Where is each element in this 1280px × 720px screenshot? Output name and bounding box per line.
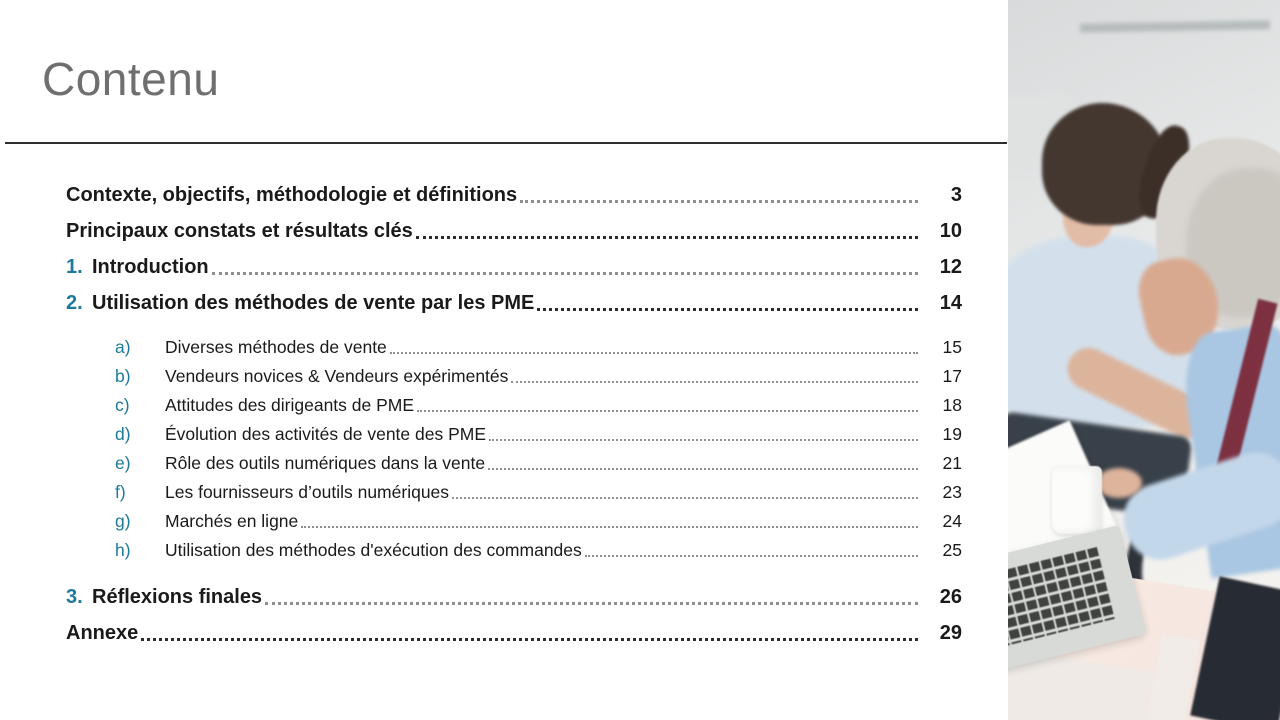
toc-entry-marker: g): [115, 511, 131, 532]
toc-entry-label: Évolution des activités de vente des PME: [165, 424, 487, 445]
toc-dot-leader: [265, 602, 918, 605]
photo-panel: [1008, 0, 1280, 720]
toc-dot-leader: [489, 439, 918, 441]
toc-entry-label: Principaux constats et résultats clés: [66, 220, 413, 243]
photo-coffee-mug: [1052, 466, 1102, 534]
toc-entry: 1. Introduction 12: [66, 244, 962, 280]
toc-dot-leader: [141, 638, 918, 641]
toc-entry: f) Les fournisseurs d’outils numériques 23: [66, 474, 962, 503]
toc-entry-label: Marchés en ligne: [165, 511, 299, 532]
toc-dot-leader: [417, 410, 918, 412]
toc-entry-page: 15: [942, 337, 962, 358]
toc-entry-page: 29: [939, 622, 962, 645]
toc-dot-leader: [211, 272, 918, 275]
photo-laptop-keyboard: [1008, 546, 1117, 648]
toc-entry-page: 21: [942, 453, 962, 474]
toc-entry-page: 23: [942, 482, 962, 503]
toc-list: Contexte, objectifs, méthodologie et déf…: [66, 172, 962, 646]
toc-entry-page: 25: [942, 540, 962, 561]
toc-entry: c) Attitudes des dirigeants de PME 18: [66, 387, 962, 416]
toc-entry-marker: d): [115, 424, 131, 445]
toc-entry-marker: 1.: [66, 256, 83, 279]
toc-dot-leader: [452, 497, 918, 499]
toc-dot-leader: [537, 308, 918, 311]
toc-entry-label: Attitudes des dirigeants de PME: [165, 395, 415, 416]
page-title: Contenu: [42, 53, 220, 105]
toc-entry: d) Évolution des activités de vente des P…: [66, 416, 962, 445]
toc-dot-leader: [389, 352, 918, 354]
toc-entry: a) Diverses méthodes de vente 15: [66, 329, 962, 358]
toc-entry-page: 17: [942, 366, 962, 387]
toc-entry: 2. Utilisation des méthodes de vente par …: [66, 280, 962, 316]
toc-entry-page: 12: [939, 256, 962, 279]
toc-entry: 3. Réflexions finales 26: [66, 574, 962, 610]
toc-entry-page: 14: [939, 292, 962, 315]
toc-entry-marker: 2.: [66, 292, 83, 315]
toc-entry-page: 26: [939, 586, 962, 609]
toc-entry-marker: h): [115, 540, 131, 561]
toc-entry-marker: f): [115, 482, 126, 503]
toc-entry-page: 18: [942, 395, 962, 416]
toc-dot-leader: [584, 555, 918, 557]
toc-dot-leader: [511, 381, 918, 383]
toc-entry-label: Diverses méthodes de vente: [165, 337, 387, 358]
toc-entry: Contexte, objectifs, méthodologie et déf…: [66, 172, 962, 208]
toc-entry: g) Marchés en ligne 24: [66, 503, 962, 532]
photo-shelf-line: [1079, 20, 1271, 33]
toc-entry-marker: e): [115, 453, 131, 474]
toc-entry-label: Utilisation des méthodes de vente par le…: [92, 292, 535, 315]
toc-entry-page: 10: [939, 220, 962, 243]
toc-dot-leader: [520, 200, 918, 203]
toc-entry: b) Vendeurs novices & Vendeurs expériment…: [66, 358, 962, 387]
toc-dot-leader: [301, 526, 918, 528]
toc-entry-page: 24: [942, 511, 962, 532]
toc-entry-label: Introduction: [92, 256, 209, 279]
toc-entry-marker: c): [115, 395, 130, 416]
toc-entry-label: Réflexions finales: [92, 586, 263, 609]
toc-entry-label: Les fournisseurs d’outils numériques: [165, 482, 450, 503]
toc-entry-marker: b): [115, 366, 131, 387]
toc-entry-label: Utilisation des méthodes d'exécution des…: [165, 540, 582, 561]
toc-entry: Principaux constats et résultats clés 10: [66, 208, 962, 244]
toc-entry-label: Rôle des outils numériques dans la vente: [165, 453, 486, 474]
toc-entry-label: Annexe: [66, 622, 139, 645]
toc-entry-marker: 3.: [66, 586, 83, 609]
title-divider: [5, 142, 1007, 144]
toc-dot-leader: [488, 468, 918, 470]
toc-entry-label: Vendeurs novices & Vendeurs expérimentés: [165, 366, 509, 387]
toc-entry: h) Utilisation des méthodes d'exécution d…: [66, 532, 962, 561]
toc-entry: e) Rôle des outils numériques dans la ven…: [66, 445, 962, 474]
photo-man-hand: [1096, 468, 1142, 498]
toc-dot-leader: [415, 236, 918, 239]
toc-entry-label: Contexte, objectifs, méthodologie et déf…: [66, 184, 518, 207]
toc-entry-page: 3: [950, 184, 962, 207]
toc-entry: Annexe 29: [66, 610, 962, 646]
toc-entry-page: 19: [942, 424, 962, 445]
toc-entry-marker: a): [115, 337, 131, 358]
